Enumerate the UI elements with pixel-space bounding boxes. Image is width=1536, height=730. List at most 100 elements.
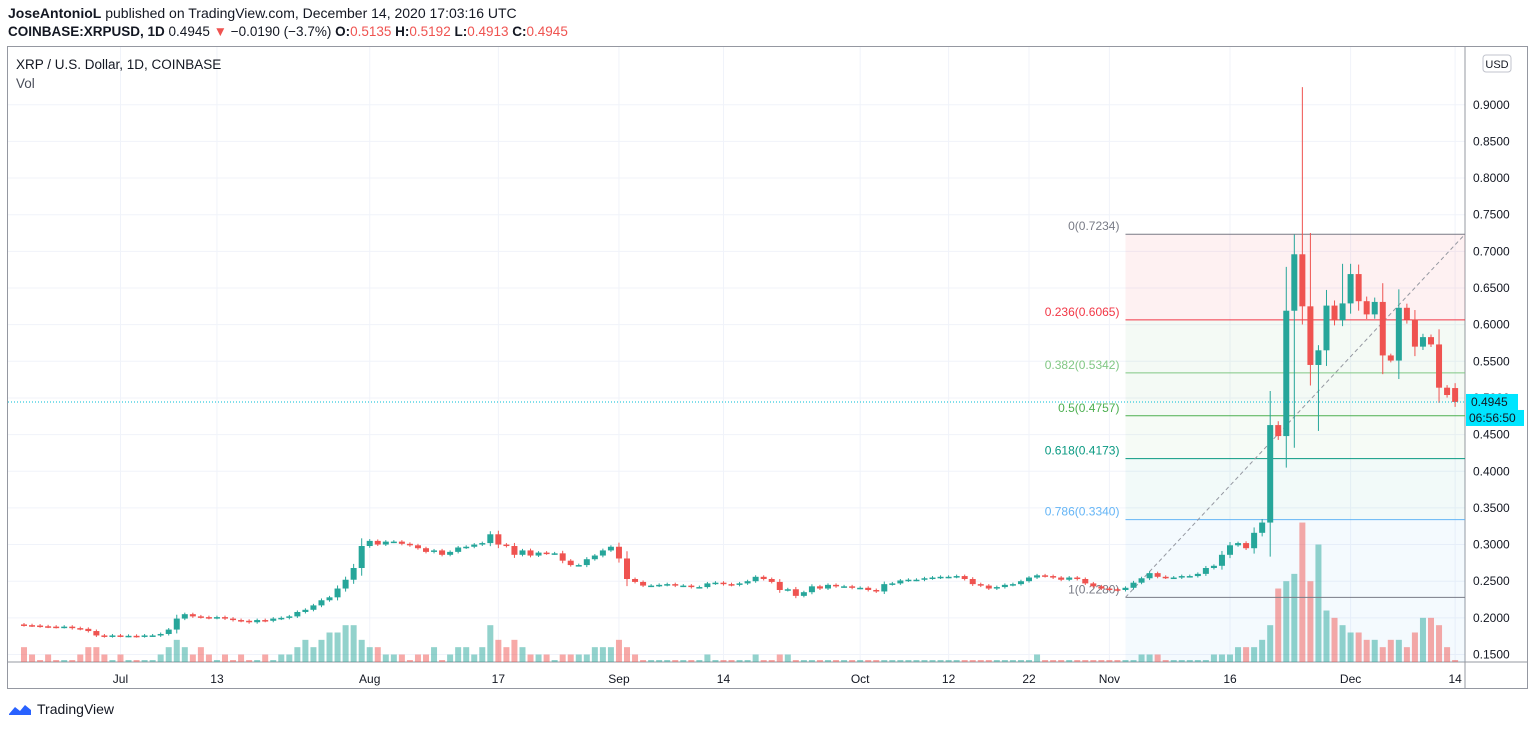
volume-bar — [1026, 660, 1032, 662]
price-axis-label: 0.7000 — [1473, 244, 1510, 258]
volume-bar — [37, 660, 44, 662]
price-axis-label: 0.6500 — [1473, 281, 1510, 295]
price-axis-label: 0.2500 — [1473, 574, 1510, 588]
volume-bar — [1194, 660, 1201, 662]
candle-body — [374, 540, 381, 545]
volume-bar — [165, 647, 172, 662]
candle-body — [205, 617, 212, 619]
candle-body — [125, 635, 132, 638]
footer-brand[interactable]: TradingView — [8, 701, 114, 717]
volume-bar — [310, 647, 317, 662]
candle-body — [189, 614, 196, 617]
candle-body — [61, 626, 68, 629]
volume-bar — [688, 660, 695, 662]
candle-body — [1403, 307, 1410, 320]
volume-bar — [326, 632, 333, 662]
candle-body — [286, 616, 293, 618]
candle-body — [358, 546, 365, 569]
volume-bar — [1411, 632, 1418, 662]
candle-body — [1275, 425, 1282, 437]
publisher-name[interactable]: JoseAntonioL — [8, 5, 102, 21]
candle-body — [696, 587, 703, 589]
volume-bar — [1275, 588, 1282, 662]
currency-tag-bg — [1482, 54, 1512, 73]
volume-bar — [262, 654, 269, 662]
time-axis-label: Sep — [608, 672, 630, 686]
candle-body — [366, 540, 373, 547]
candle-body — [615, 546, 622, 559]
candle-body — [1444, 387, 1451, 396]
volume-bar — [181, 647, 188, 662]
volume-bar — [197, 647, 204, 662]
price-axis-label: 0.8500 — [1473, 134, 1510, 148]
candle-body — [567, 560, 574, 566]
time-axis-label: Dec — [1340, 672, 1361, 686]
volume-bar — [1243, 647, 1250, 662]
candle-body — [1243, 543, 1250, 549]
volume-bar — [648, 660, 655, 662]
volume-bar — [423, 654, 429, 662]
candle-body — [680, 585, 687, 588]
volume-bar — [230, 660, 237, 662]
candle-body — [511, 546, 518, 555]
candle-body — [222, 617, 228, 619]
candle-body — [1122, 587, 1129, 590]
candle-body — [519, 550, 526, 555]
volume-bar — [1106, 660, 1113, 662]
candle-body — [808, 586, 815, 593]
volume-bar — [1170, 660, 1177, 662]
volume-bar — [1235, 647, 1242, 662]
time-axis-label: 16 — [1223, 672, 1237, 686]
candle-body — [672, 584, 679, 586]
price-axis-label: 0.4000 — [1473, 464, 1510, 478]
volume-bar — [431, 647, 438, 662]
volume-bar — [205, 654, 212, 662]
volume-bar — [270, 660, 277, 662]
time-axis-label: 22 — [1022, 672, 1036, 686]
candle-body — [382, 541, 389, 545]
volume-bar — [254, 660, 261, 662]
candle-body — [599, 550, 606, 556]
candle-body — [929, 577, 936, 580]
volume-bar — [768, 660, 775, 662]
candle-body — [1283, 310, 1290, 437]
candle-body — [1227, 545, 1233, 555]
candle-body — [1017, 581, 1024, 585]
price-axis-label: 0.9000 — [1473, 98, 1510, 112]
fib-level-label: 0(0.7234) — [1068, 219, 1119, 233]
fib-trend-line — [1125, 233, 1466, 598]
candle-body — [69, 626, 76, 629]
candle-body — [326, 597, 333, 601]
candle-body — [503, 544, 510, 547]
candle-body — [1210, 565, 1217, 569]
candle-body — [816, 586, 823, 589]
candle-body — [1323, 305, 1330, 351]
volume-bar — [246, 660, 253, 662]
high-label: H: — [395, 24, 410, 39]
symbol-label: COINBASE:XRPUSD, 1D — [8, 24, 165, 39]
time-axis-label: 17 — [492, 672, 506, 686]
candle-body — [1090, 583, 1097, 587]
time-axis-label: 12 — [942, 672, 956, 686]
volume-bar — [897, 660, 904, 662]
candle-body — [1339, 303, 1346, 321]
volume-bar — [961, 660, 968, 662]
candle-body — [921, 578, 928, 580]
volume-bar — [133, 660, 140, 662]
volume-bar — [1363, 639, 1370, 662]
candle-body — [977, 584, 984, 586]
volume-bar — [559, 654, 566, 662]
volume-bar — [414, 654, 421, 662]
candle-body — [953, 576, 960, 578]
tradingview-logo-icon — [9, 705, 31, 715]
volume-bar — [390, 654, 397, 662]
volume-bar — [189, 654, 196, 662]
candle-body — [792, 589, 799, 596]
ohlc-bar: COINBASE:XRPUSD, 1D 0.4945 ▼ −0.0190 (−3… — [8, 24, 568, 39]
candle-body — [825, 584, 831, 589]
publish-header: JoseAntonioL published on TradingView.co… — [8, 5, 517, 21]
fib-level-label: 0.382(0.5342) — [1045, 358, 1120, 372]
candle-body — [607, 546, 614, 551]
candle-body — [527, 550, 534, 556]
